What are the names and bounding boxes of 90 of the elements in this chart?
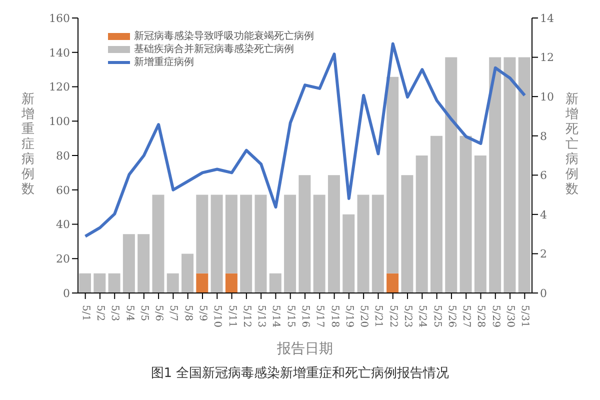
x-tick-label: 5/10 <box>212 305 223 328</box>
y-tick-label: 120 <box>49 80 70 94</box>
x-tick-label: 5/15 <box>284 305 296 328</box>
bar <box>138 234 150 293</box>
x-tick-label: 5/31 <box>519 305 530 328</box>
legend-label: 基础疾病合并新冠病毒感染死亡病例 <box>134 43 294 56</box>
bar <box>518 57 530 293</box>
y2-tick-label: 8 <box>540 130 547 143</box>
bar <box>210 194 223 293</box>
bar <box>445 57 458 293</box>
x-tick-label: 5/3 <box>109 305 120 322</box>
x-tick-label: 5/27 <box>460 305 472 328</box>
y2-tick-label: 6 <box>540 169 547 182</box>
x-tick-label: 5/24 <box>416 305 428 328</box>
y2-axis-title: 新增死亡病例数 <box>564 92 578 197</box>
x-tick-label: 5/6 <box>153 305 164 322</box>
y2-tick-label: 4 <box>540 208 547 222</box>
x-tick-label: 5/21 <box>372 305 384 328</box>
bar <box>94 273 106 293</box>
bar <box>328 175 340 293</box>
y-axis-title: 新增重症病例数 <box>20 92 34 197</box>
x-tick-label: 5/12 <box>240 305 252 328</box>
x-tick-label: 5/13 <box>256 305 267 328</box>
bar <box>284 194 296 293</box>
y2-tick-label: 14 <box>540 12 554 25</box>
bar <box>357 194 370 293</box>
y-tick-label: 140 <box>49 46 70 60</box>
y-tick-label: 100 <box>49 115 70 128</box>
bar <box>430 136 442 293</box>
bar <box>474 156 486 293</box>
bar <box>225 273 238 293</box>
x-tick-label: 5/2 <box>94 305 106 322</box>
x-tick-label: 5/16 <box>300 305 310 328</box>
y-tick-label: 60 <box>56 184 70 197</box>
x-tick-label: 5/11 <box>226 305 238 328</box>
x-tick-label: 5/1 <box>80 305 91 322</box>
x-axis-title: 报告日期 <box>276 341 333 357</box>
bar <box>401 175 414 293</box>
bar <box>254 194 267 293</box>
bar <box>240 194 252 293</box>
bar <box>196 194 208 274</box>
y2-tick-label: 2 <box>540 248 547 261</box>
bar <box>489 57 502 293</box>
bar <box>79 273 91 293</box>
x-tick-label: 5/28 <box>475 305 486 328</box>
bar <box>416 156 428 293</box>
y-tick-label: 80 <box>56 149 70 162</box>
x-tick-label: 5/19 <box>343 305 354 328</box>
y-tick-label: 20 <box>56 252 70 266</box>
x-tick-label: 5/18 <box>328 305 340 328</box>
y2-tick-label: 12 <box>540 51 554 64</box>
legend-label: 新冠病毒感染导致呼吸功能衰竭死亡病例 <box>134 30 314 43</box>
x-tick-label: 5/14 <box>270 305 282 328</box>
x-tick-label: 5/25 <box>431 305 442 328</box>
bar <box>298 175 311 293</box>
bar <box>122 234 135 293</box>
x-tick-label: 5/7 <box>168 305 179 322</box>
x-tick-label: 5/26 <box>446 305 457 328</box>
caption: 图1 全国新冠病毒感染新增重症和死亡病例报告情况 <box>150 365 450 382</box>
line-series <box>84 42 526 238</box>
bar <box>225 194 238 274</box>
y-tick-label: 0 <box>63 286 70 300</box>
bar <box>313 194 326 293</box>
bar <box>386 273 399 293</box>
bar <box>166 273 179 293</box>
x-tick-label: 5/17 <box>314 305 326 328</box>
bar <box>386 76 399 274</box>
bar <box>108 273 120 293</box>
x-tick-label: 5/8 <box>182 305 194 322</box>
bar <box>182 254 194 293</box>
x-tick-label: 5/20 <box>358 305 370 328</box>
y2-tick-label: 10 <box>540 90 554 104</box>
y-tick-label: 40 <box>56 218 70 232</box>
x-tick-label: 5/9 <box>196 305 208 322</box>
bar <box>460 136 472 293</box>
bar <box>342 214 355 293</box>
bar <box>196 273 208 293</box>
bar <box>372 194 384 293</box>
bar <box>269 273 282 293</box>
x-tick-label: 5/4 <box>124 305 135 322</box>
legend-label: 新增重症病例 <box>134 56 194 69</box>
x-tick-label: 5/23 <box>402 305 414 328</box>
x-tick-label: 5/30 <box>504 305 516 328</box>
x-tick-label: 5/29 <box>490 305 501 328</box>
bar <box>152 194 164 293</box>
x-tick-label: 5/5 <box>138 305 150 322</box>
y2-tick-label: 0 <box>540 286 547 300</box>
y-tick-label: 160 <box>49 12 70 25</box>
bar <box>504 57 516 293</box>
x-tick-label: 5/22 <box>387 305 398 328</box>
